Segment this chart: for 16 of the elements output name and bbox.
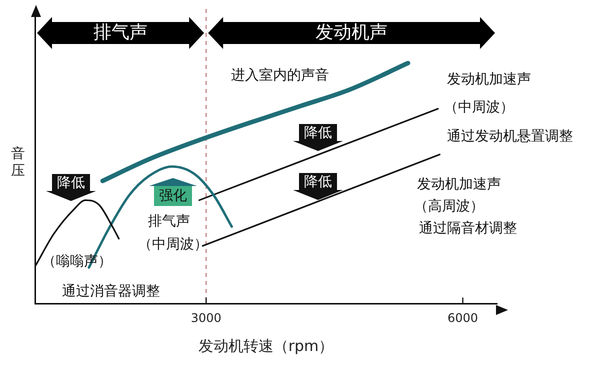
annotation: 进入室内的声音 xyxy=(231,68,329,84)
annotation: 通过发动机悬置调整 xyxy=(447,128,573,145)
x-tick-label: 6000 xyxy=(448,310,478,325)
annotation: 排气声 xyxy=(148,214,190,230)
annotation: 发动机加速声 xyxy=(417,176,501,193)
x-tick-label: 3000 xyxy=(190,310,222,325)
annotation: 通过消音器调整 xyxy=(62,284,160,300)
annotation: （高周波） xyxy=(414,198,484,215)
annotation: 发动机加速声 xyxy=(447,72,531,88)
x-axis-title: 发动机转速（rpm） xyxy=(198,336,334,355)
double-arrow-banner: 排气声 xyxy=(37,17,204,49)
double-arrow-banner: 发动机声 xyxy=(208,17,495,49)
annotation: （中周波） xyxy=(444,100,514,116)
y-axis-title: 音压 xyxy=(10,146,26,180)
annotation: （中周波） xyxy=(138,236,208,253)
annotation: 通过隔音材调整 xyxy=(419,220,517,237)
